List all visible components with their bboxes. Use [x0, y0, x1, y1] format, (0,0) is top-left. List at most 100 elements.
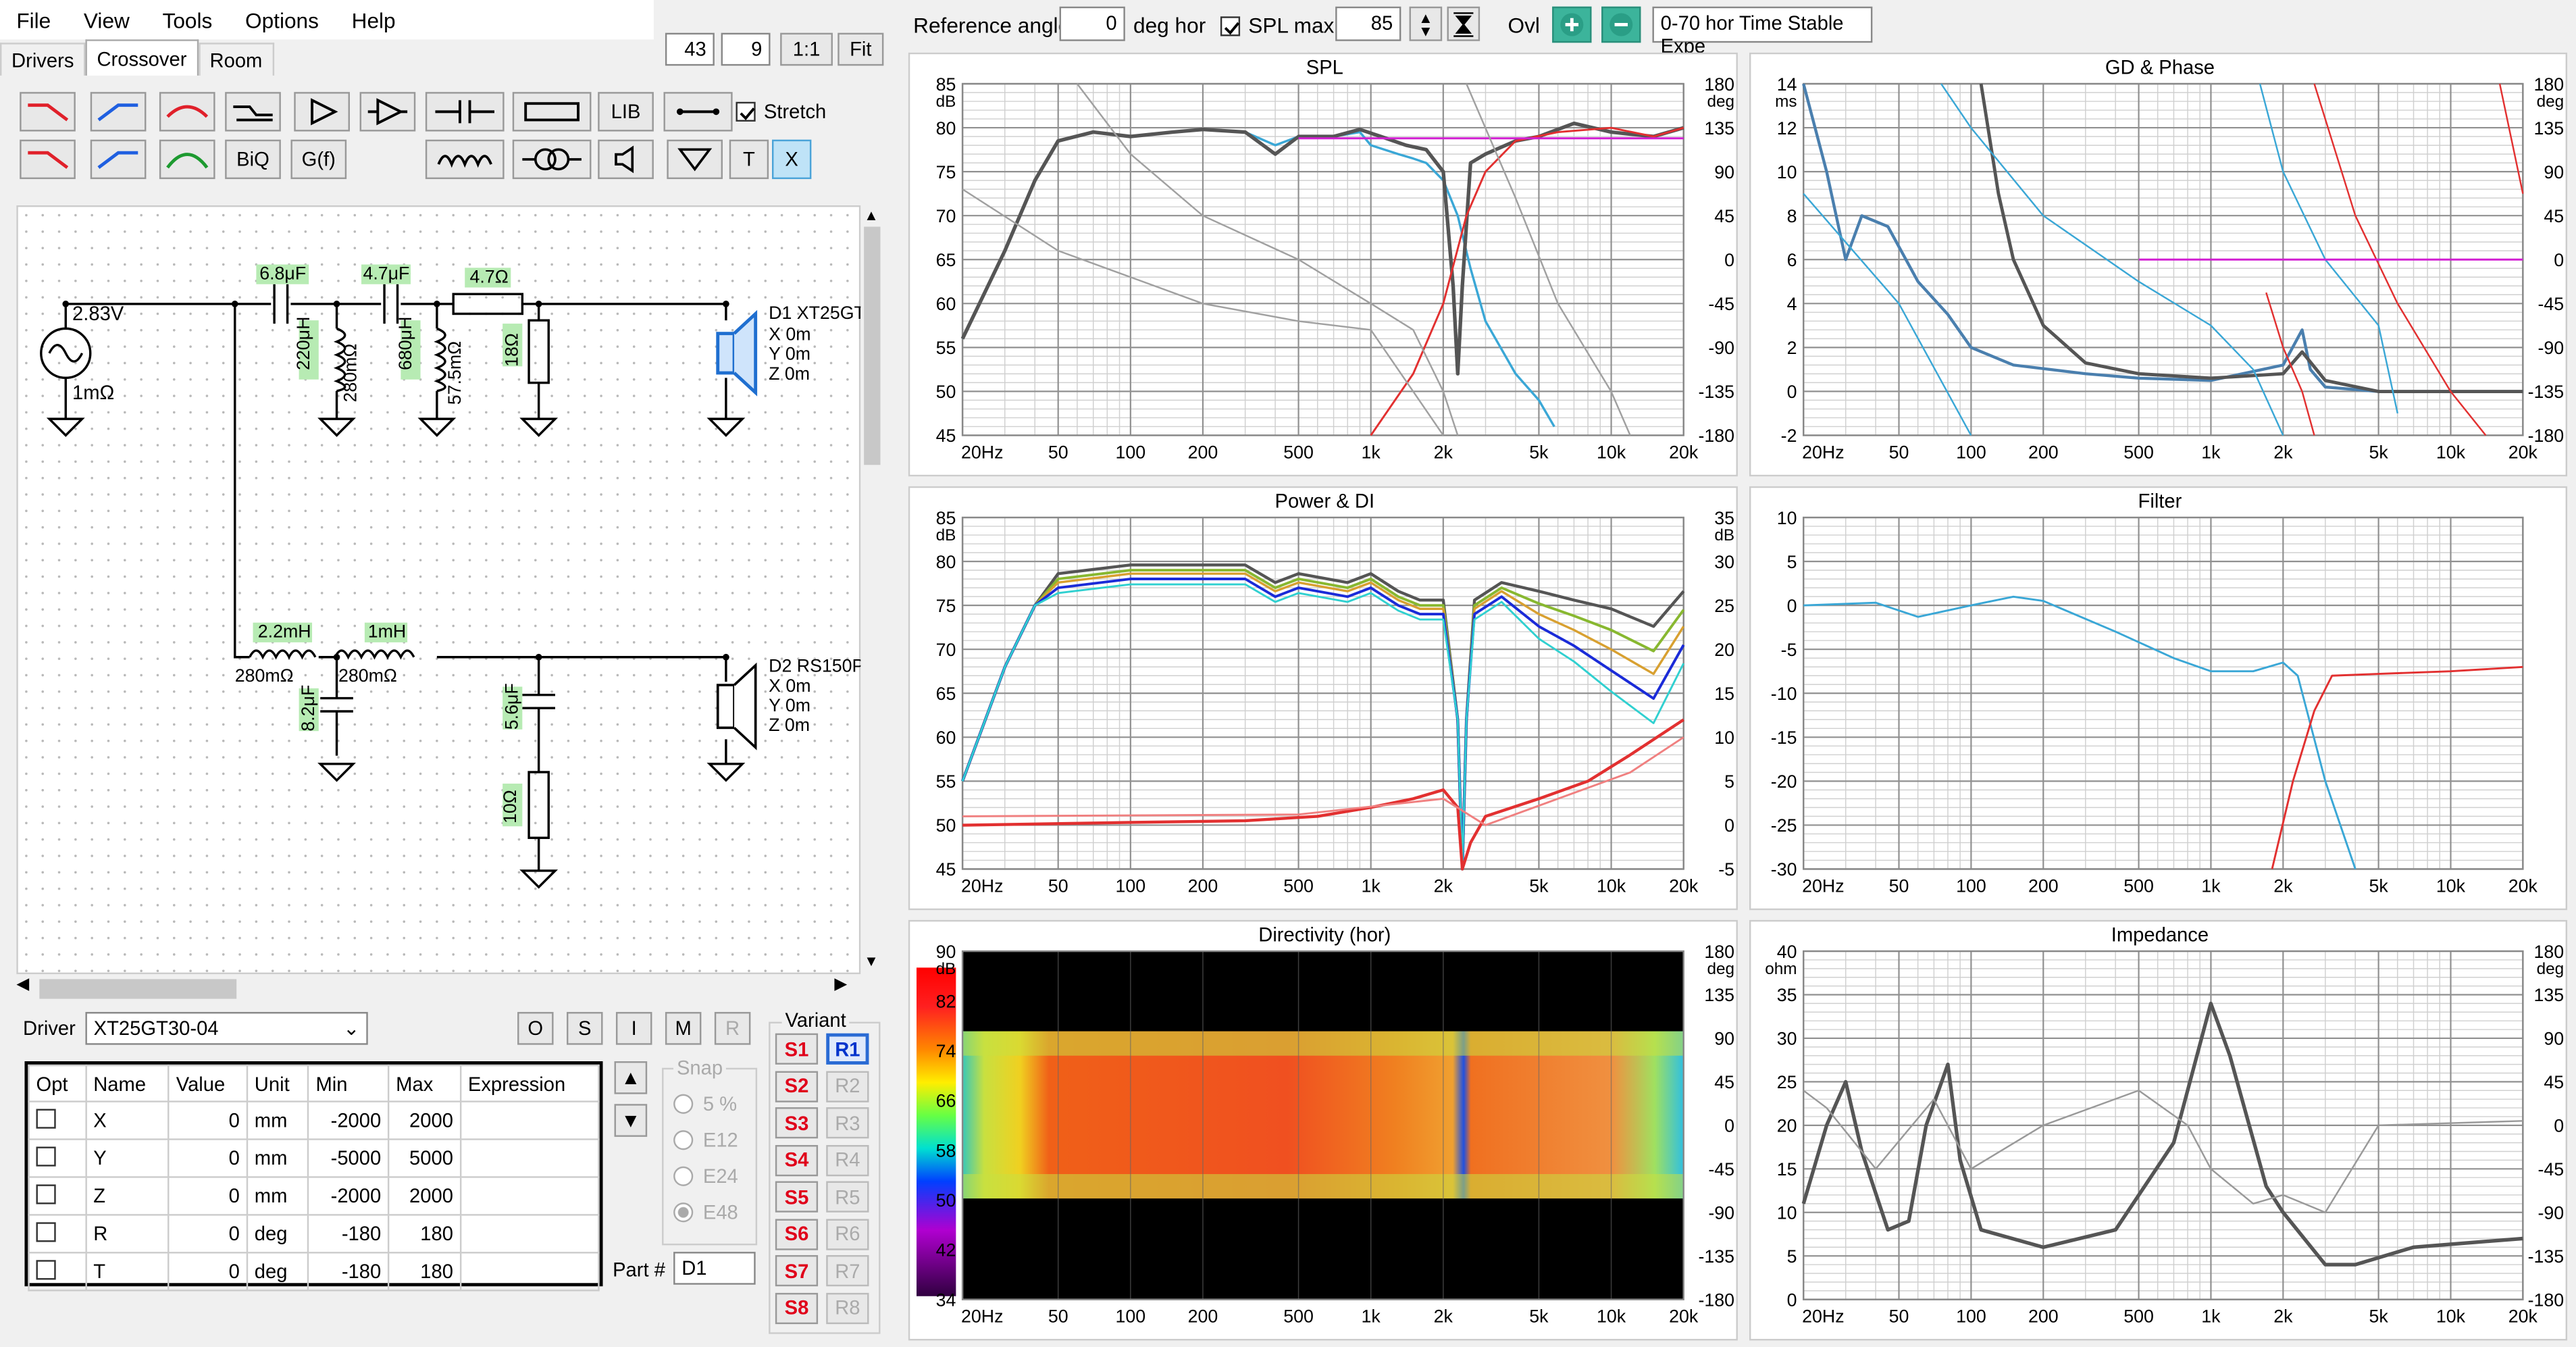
power-chart-panel[interactable]: Power & DI 20Hz 50 100 200 500 1k 2k 5k 10k 20k 85 8… — [908, 486, 1738, 911]
variant-r7-button[interactable]: R7 — [826, 1254, 869, 1287]
l1-label[interactable]: 220μH — [294, 316, 315, 370]
filter-chart-panel[interactable]: Filter 20Hz 50 100 200 500 1k 2k 5k 10k 20k 10 5 0 -5-… — [1749, 486, 2568, 911]
gd-chart-panel[interactable]: GD & Phase 20Hz 50 100 200 500 1k 2k 5k 10k 20k 14 1… — [1749, 52, 2568, 477]
snap-e48[interactable]: E48 — [673, 1201, 738, 1224]
variant-s1-button[interactable]: S1 — [775, 1033, 819, 1065]
row-max[interactable]: 5000 — [388, 1138, 462, 1178]
highpass-blue-icon[interactable] — [90, 92, 147, 132]
row-value[interactable]: 0 — [168, 1100, 249, 1140]
table-row[interactable]: Z 0 mm -2000 2000 — [28, 1176, 600, 1216]
variant-r1-button[interactable]: R1 — [826, 1033, 869, 1065]
snap-e12[interactable]: E12 — [673, 1129, 738, 1152]
stretch-checkbox[interactable] — [736, 101, 756, 122]
zoom-value-1[interactable]: 43 — [665, 32, 715, 66]
scroll-down-icon[interactable]: ▼ — [864, 952, 879, 969]
driver-o-button[interactable]: O — [517, 1012, 554, 1045]
row-expression[interactable] — [459, 1176, 600, 1216]
menu-options[interactable]: Options — [244, 7, 319, 32]
scroll-left-icon[interactable]: ◀ — [16, 975, 30, 994]
wire-icon[interactable] — [663, 92, 733, 132]
scroll-up-icon[interactable]: ▲ — [864, 207, 879, 224]
snap-5pct[interactable]: 5 % — [673, 1092, 737, 1115]
schematic-hscroll-thumb[interactable] — [39, 979, 237, 999]
l3-label[interactable]: 2.2mH — [257, 622, 311, 642]
variant-s2-button[interactable]: S2 — [775, 1070, 819, 1102]
variant-s6-button[interactable]: S6 — [775, 1218, 819, 1250]
imp-chart-panel[interactable]: Impedance 20Hz 50 100 200 500 1k 2k 5k 10k 20k 40 35… — [1749, 919, 2568, 1341]
transformer-icon[interactable] — [512, 139, 592, 180]
opamp-icon[interactable] — [359, 92, 416, 132]
driver-m-button[interactable]: M — [665, 1012, 702, 1045]
buffer-icon[interactable] — [294, 92, 350, 132]
c2-label[interactable]: 4.7μF — [363, 264, 410, 284]
scroll-right-icon[interactable]: ▶ — [834, 975, 848, 994]
col-unit[interactable]: Unit — [246, 1064, 309, 1102]
variant-r4-button[interactable]: R4 — [826, 1144, 869, 1176]
d1-label[interactable]: D1 XT25GT — [769, 303, 865, 324]
shelf-icon[interactable] — [225, 92, 281, 132]
spl-chart-panel[interactable]: SPL 20Hz 50 100 200 500 1k 2k 5k 10k 20k 85 80 75 70 65… — [908, 52, 1738, 477]
variant-r8-button[interactable]: R8 — [826, 1292, 869, 1323]
schematic-vscroll-thumb[interactable] — [864, 226, 881, 465]
dir-chart-panel[interactable]: Directivity (hor) 20Hz 50 100 200 500 1k 2k 5k 10… — [908, 919, 1738, 1341]
c4-label[interactable]: 5.6μF — [503, 683, 523, 730]
menu-tools[interactable]: Tools — [162, 7, 213, 32]
row-value[interactable]: 0 — [168, 1214, 249, 1254]
opt-checkbox[interactable] — [36, 1184, 56, 1204]
overlay-preset-input[interactable]: 0-70 hor Time Stable Expe — [1652, 6, 1873, 57]
lowpass2-red-icon[interactable] — [20, 139, 76, 180]
row-max[interactable]: 180 — [388, 1214, 462, 1254]
text-tool-button[interactable]: T — [729, 139, 769, 180]
row-min[interactable]: -5000 — [307, 1138, 390, 1178]
tab-drivers[interactable]: Drivers — [0, 43, 86, 76]
spl-max-auto-button[interactable] — [1447, 6, 1480, 41]
variant-r6-button[interactable]: R6 — [826, 1218, 869, 1250]
highpass2-blue-icon[interactable] — [90, 139, 147, 180]
row-min[interactable]: -2000 — [307, 1176, 390, 1216]
transfer-function-button[interactable]: G(f) — [290, 139, 347, 180]
d2-label[interactable]: D2 RS150P — [769, 657, 865, 677]
col-expression[interactable]: Expression — [459, 1064, 600, 1102]
menu-view[interactable]: View — [83, 7, 130, 32]
opt-checkbox[interactable] — [36, 1259, 56, 1279]
zoom-value-2[interactable]: 9 — [721, 32, 771, 66]
r2-label[interactable]: 18Ω — [503, 333, 523, 367]
row-expression[interactable] — [459, 1138, 600, 1178]
col-min[interactable]: Min — [307, 1064, 390, 1102]
notch-red-icon[interactable] — [159, 92, 215, 132]
lowpass-red-icon[interactable] — [20, 92, 76, 132]
reference-angle-input[interactable]: 0 — [1059, 6, 1125, 41]
row-max[interactable]: 2000 — [388, 1176, 462, 1216]
remove-overlay-button[interactable] — [1601, 6, 1641, 43]
row-value[interactable]: 0 — [168, 1176, 249, 1216]
close-tool-button[interactable]: X — [771, 139, 812, 180]
variant-s3-button[interactable]: S3 — [775, 1107, 819, 1139]
row-expression[interactable] — [459, 1214, 600, 1254]
variant-s7-button[interactable]: S7 — [775, 1254, 819, 1287]
menu-help[interactable]: Help — [351, 7, 396, 32]
capacitor-icon[interactable] — [425, 92, 505, 132]
row-max[interactable]: 2000 — [388, 1100, 462, 1140]
spl-max-spinner[interactable]: ▲ ▼ — [1409, 6, 1443, 41]
library-button[interactable]: LIB — [598, 92, 654, 132]
row-value[interactable]: 0 — [168, 1138, 249, 1178]
resistor-icon[interactable] — [512, 92, 592, 132]
col-value[interactable]: Value — [168, 1064, 249, 1102]
row-min[interactable]: -2000 — [307, 1100, 390, 1140]
opt-checkbox[interactable] — [36, 1221, 56, 1242]
driver-select[interactable]: XT25GT30-04 ⌄ — [85, 1012, 368, 1045]
row-max[interactable]: 180 — [388, 1252, 462, 1292]
col-opt[interactable]: Opt — [28, 1064, 87, 1102]
menu-file[interactable]: File — [16, 7, 51, 32]
c3-label[interactable]: 8.2μF — [299, 684, 319, 732]
col-max[interactable]: Max — [388, 1064, 462, 1102]
table-row[interactable]: T 0 deg -180 180 — [28, 1252, 600, 1292]
part-input[interactable]: D1 — [673, 1252, 756, 1285]
row-min[interactable]: -180 — [307, 1252, 390, 1292]
tab-crossover[interactable]: Crossover — [85, 39, 199, 76]
l4-label[interactable]: 1mH — [367, 622, 407, 642]
c1-label[interactable]: 6.8μF — [259, 264, 307, 284]
driver-r-button[interactable]: R — [714, 1012, 751, 1045]
r1-label[interactable]: 4.7Ω — [469, 268, 509, 288]
move-down-icon[interactable]: ▼ — [614, 1104, 648, 1137]
